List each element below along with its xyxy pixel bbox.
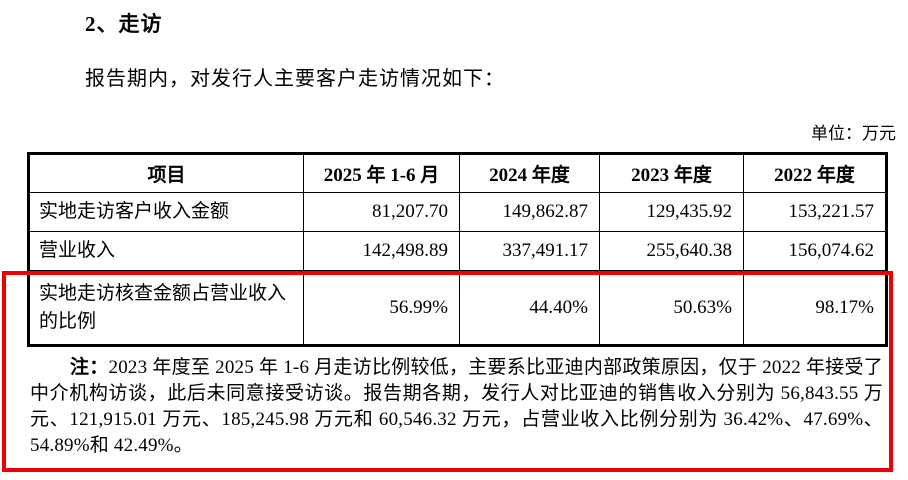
row-label: 实地走访核查金额占营业收入的比例 <box>28 270 304 346</box>
cell-value: 149,862.87 <box>459 192 600 232</box>
footnote-prefix: 注： <box>70 357 109 378</box>
column-header-2022: 2022 年度 <box>743 153 887 193</box>
cell-value: 153,221.57 <box>743 192 887 232</box>
table-row: 营业收入 142,498.89 337,491.17 255,640.38 15… <box>28 231 887 271</box>
table-row: 实地走访核查金额占营业收入的比例 56.99% 44.40% 50.63% 98… <box>28 270 887 346</box>
footnote-text: 2023 年度至 2025 年 1-6 月走访比例较低，主要系比亚迪内部政策原因… <box>30 357 883 456</box>
intro-paragraph: 报告期内，对发行人主要客户走访情况如下： <box>85 68 505 90</box>
visits-table: 项目 2025 年 1-6 月 2024 年度 2023 年度 2022 年度 … <box>27 152 888 347</box>
cell-value: 56.99% <box>303 270 460 346</box>
cell-value: 156,074.62 <box>743 231 887 271</box>
cell-value: 44.40% <box>459 270 600 346</box>
cell-value: 50.63% <box>599 270 744 346</box>
cell-value: 337,491.17 <box>459 231 600 271</box>
footnote-paragraph: 注：2023 年度至 2025 年 1-6 月走访比例较低，主要系比亚迪内部政策… <box>30 355 883 459</box>
column-header-2025h1: 2025 年 1-6 月 <box>303 153 460 193</box>
cell-value: 142,498.89 <box>303 231 460 271</box>
column-header-2023: 2023 年度 <box>599 153 744 193</box>
column-header-item: 项目 <box>28 153 304 193</box>
cell-value: 98.17% <box>743 270 887 346</box>
column-header-2024: 2024 年度 <box>459 153 600 193</box>
cell-value: 129,435.92 <box>599 192 744 232</box>
unit-label: 单位：万元 <box>811 124 896 143</box>
table-header-row: 项目 2025 年 1-6 月 2024 年度 2023 年度 2022 年度 <box>28 153 887 193</box>
section-heading: 2、走访 <box>85 12 163 36</box>
table-row: 实地走访客户收入金额 81,207.70 149,862.87 129,435.… <box>28 192 887 232</box>
row-label: 实地走访客户收入金额 <box>28 192 304 232</box>
cell-value: 81,207.70 <box>303 192 460 232</box>
row-label: 营业收入 <box>28 231 304 271</box>
cell-value: 255,640.38 <box>599 231 744 271</box>
